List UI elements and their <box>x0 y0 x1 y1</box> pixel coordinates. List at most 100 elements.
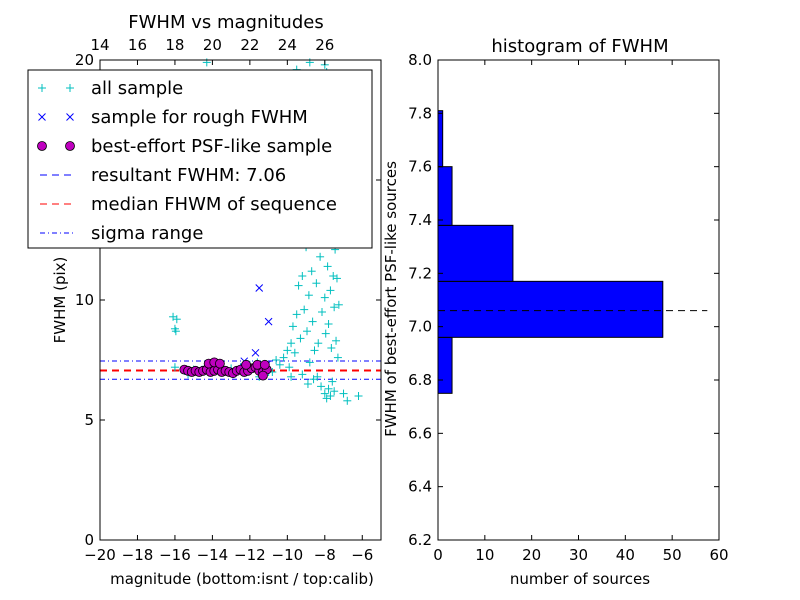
series-0-point-58 <box>330 303 339 312</box>
series-0-point-78 <box>309 375 318 384</box>
hist-x-tick-label-0: 0 <box>433 546 443 564</box>
series-0-point-69 <box>324 384 333 393</box>
series-1-point-2-b <box>251 348 260 357</box>
series-0-point-62 <box>332 274 341 283</box>
y-tick-label-0: 0 <box>84 531 94 549</box>
series-0-point-55 <box>327 344 336 352</box>
series-0-point-71 <box>328 377 337 386</box>
hist-y-tick-label-4: 7.0 <box>408 318 432 336</box>
series-0-point-30 <box>305 358 314 367</box>
series-0-point-25 <box>300 305 309 314</box>
series-0-point-35 <box>310 346 319 355</box>
series-0-point-64 <box>334 300 343 309</box>
series-0-point-51 <box>324 320 333 328</box>
series-0-point-76 <box>298 370 307 379</box>
legend-entry-2: best-effort PSF-like sample <box>37 136 332 157</box>
legend-entry-5: sigma range <box>40 223 203 244</box>
legend-label-1: sample for rough FWHM <box>91 107 308 128</box>
hist-y-tick-label-6: 7.4 <box>408 211 432 229</box>
legend-entry-3: resultant FWHM: 7.06 <box>40 165 286 186</box>
series-0-point-19 <box>288 322 297 331</box>
legend-marker-b-2 <box>65 141 75 151</box>
series-0-point-70 <box>326 392 335 400</box>
series-0-point-37 <box>312 279 321 288</box>
legend-marker-a-1 <box>38 113 46 121</box>
series-1-point-0 <box>255 284 264 292</box>
series-0-point-72 <box>330 387 339 396</box>
legend-label-4: median FHWM of sequence <box>91 194 337 215</box>
series-2-point-25 <box>214 358 225 369</box>
series-0-point-73 <box>339 389 348 398</box>
y-tick-label-1: 5 <box>84 411 94 429</box>
series-0-point-54 <box>326 286 335 295</box>
series-0-point-75 <box>354 392 363 400</box>
hist-x-tick-label-1: 10 <box>475 546 494 564</box>
series-1-point-0-b <box>255 284 264 292</box>
series-0-point-66 <box>317 382 326 391</box>
x-tick-label-7: −6 <box>351 546 373 564</box>
series-0-point-3 <box>171 327 180 336</box>
scatter-panel: −20−18−16−14−12−10−8−6051015201416182022… <box>27 12 382 588</box>
series-0-point-22 <box>294 281 303 290</box>
series-0-point-17 <box>285 363 294 372</box>
histogram-y-axis-label: FWHM of best-effort PSF-like sources <box>382 161 400 437</box>
series-0-point-21 <box>292 310 301 319</box>
series-0-point-50 <box>323 262 332 271</box>
series-0-point-46 <box>320 293 329 302</box>
histogram-bar-4 <box>437 110 444 168</box>
series-0-point-20 <box>290 348 299 357</box>
top-x-tick-label-6: 26 <box>315 36 334 54</box>
hist-y-tick-label-1: 6.4 <box>408 478 432 496</box>
series-0-point-74 <box>343 396 352 405</box>
hist-x-tick-label-2: 20 <box>522 546 541 564</box>
scatter-title: FWHM vs magnitudes <box>128 12 323 33</box>
histogram-bar-3 <box>437 166 453 226</box>
top-x-tick-label-3: 20 <box>203 36 222 54</box>
y-tick-label-2: 10 <box>75 291 94 309</box>
series-2-point-29 <box>258 370 268 381</box>
x-tick-label-3: −14 <box>197 546 229 564</box>
series-2-point-26 <box>241 359 252 370</box>
series-0-point-23 <box>296 334 305 343</box>
histogram-bar-1 <box>437 280 664 338</box>
series-0-point-27 <box>303 327 312 336</box>
series-0-point-14 <box>275 360 284 369</box>
hist-y-tick-label-2: 6.6 <box>408 424 432 442</box>
histogram-bar-0 <box>437 336 453 394</box>
x-tick-label-2: −16 <box>159 546 191 564</box>
series-0-point-63 <box>333 353 342 362</box>
series-0-point-43 <box>317 308 326 316</box>
hist-y-tick-label-5: 7.2 <box>408 264 432 282</box>
legend-label-5: sigma range <box>91 223 203 244</box>
hist-x-tick-label-5: 50 <box>663 546 682 564</box>
hist-y-tick-label-7: 7.6 <box>408 158 432 176</box>
series-0-point-77 <box>303 380 312 388</box>
x-tick-label-0: −20 <box>84 546 116 564</box>
series-0-point-61 <box>332 336 341 345</box>
histogram-x-axis-label: number of sources <box>510 570 650 588</box>
y-tick-label-4: 20 <box>75 51 94 69</box>
hist-x-tick-label-6: 60 <box>709 546 728 564</box>
series-0-point-33 <box>308 317 317 326</box>
hist-x-tick-label-3: 30 <box>569 546 588 564</box>
series-0-point-1 <box>172 315 181 324</box>
legend-entry-0: all sample <box>38 78 183 99</box>
series-1-point-2 <box>251 348 260 357</box>
legend-marker-a-1-b <box>38 113 46 121</box>
top-x-tick-label-1: 16 <box>128 36 147 54</box>
legend-label-0: all sample <box>91 78 183 99</box>
scatter-x-axis-label: magnitude (bottom:isnt / top:calib) <box>110 570 374 588</box>
legend-marker-b-1-b <box>66 113 74 121</box>
hist-y-tick-label-3: 6.8 <box>408 371 432 389</box>
top-x-tick-label-5: 24 <box>278 36 297 54</box>
histogram-title: histogram of FWHM <box>491 36 668 57</box>
top-x-tick-label-0: 14 <box>90 36 109 54</box>
legend-label-2: best-effort PSF-like sample <box>91 136 332 157</box>
legend-marker-a-2 <box>37 141 47 151</box>
series-2-point-28 <box>259 359 270 370</box>
legend-entry-1: sample for rough FWHM <box>38 107 308 128</box>
hist-y-tick-label-8: 7.8 <box>408 104 432 122</box>
legend-marker-b-1 <box>66 113 74 121</box>
series-0-point-48 <box>321 329 330 338</box>
